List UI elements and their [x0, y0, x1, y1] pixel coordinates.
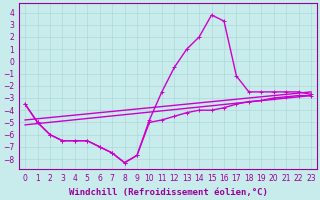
X-axis label: Windchill (Refroidissement éolien,°C): Windchill (Refroidissement éolien,°C): [68, 188, 268, 197]
